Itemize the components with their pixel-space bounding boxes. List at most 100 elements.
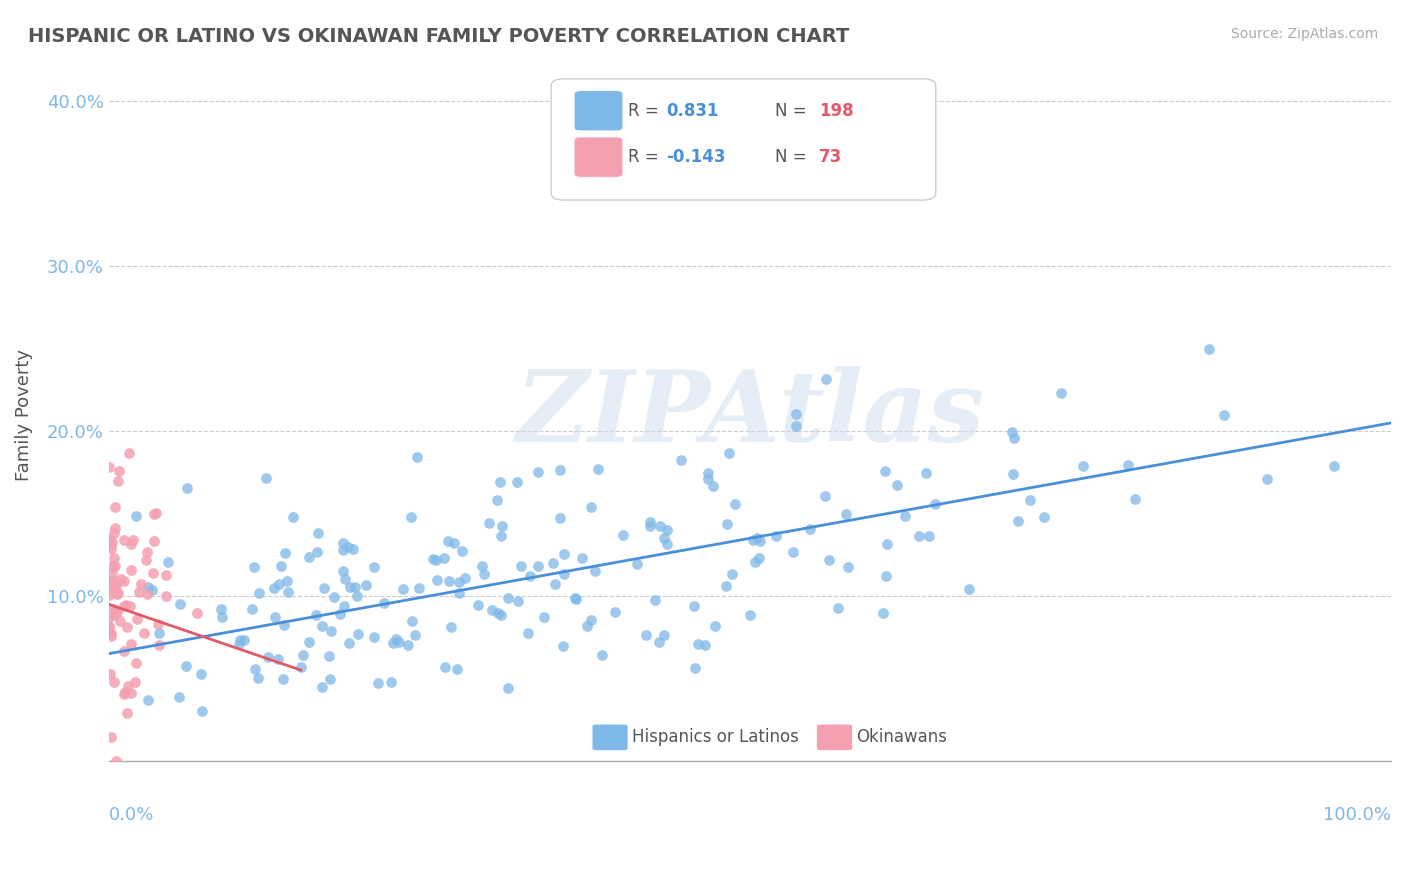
Point xyxy=(186,606,208,620)
Text: 73: 73 xyxy=(820,148,842,166)
Point xyxy=(724,497,747,511)
Point xyxy=(957,582,980,596)
Point xyxy=(342,542,364,557)
Point xyxy=(347,627,370,641)
Point xyxy=(907,528,929,542)
Point xyxy=(98,610,121,624)
Point xyxy=(489,529,512,543)
Text: N =: N = xyxy=(776,148,813,166)
Point xyxy=(107,586,129,600)
Point xyxy=(112,599,135,613)
Point xyxy=(433,551,456,566)
Point xyxy=(506,475,529,490)
Point xyxy=(124,675,146,690)
Point xyxy=(107,475,129,489)
Point xyxy=(914,466,936,480)
Point xyxy=(142,566,165,581)
Point xyxy=(548,511,571,525)
Point xyxy=(337,540,360,554)
Point xyxy=(367,676,389,690)
Point xyxy=(118,599,141,614)
Point xyxy=(101,534,124,549)
Point xyxy=(104,500,127,515)
Point xyxy=(148,625,170,640)
Point xyxy=(305,607,328,622)
Point xyxy=(486,492,509,507)
Point xyxy=(307,525,329,540)
Point xyxy=(392,582,415,596)
Point xyxy=(273,546,295,560)
Point xyxy=(406,450,429,464)
Point xyxy=(636,628,658,642)
Point xyxy=(648,635,671,649)
Point xyxy=(827,601,849,615)
Point xyxy=(564,591,586,605)
Point xyxy=(112,643,135,657)
Point xyxy=(527,465,550,479)
Point xyxy=(290,660,312,674)
Point xyxy=(242,559,264,574)
Point xyxy=(835,508,858,522)
Point xyxy=(191,704,214,718)
Point xyxy=(1050,386,1073,401)
Point xyxy=(298,549,321,564)
Point xyxy=(450,543,472,558)
Point xyxy=(745,531,768,545)
Point xyxy=(125,657,148,671)
Point xyxy=(785,419,807,434)
Text: HISPANIC OR LATINO VS OKINAWAN FAMILY POVERTY CORRELATION CHART: HISPANIC OR LATINO VS OKINAWAN FAMILY PO… xyxy=(28,27,849,45)
Point xyxy=(579,613,602,627)
Point xyxy=(243,662,266,676)
Point xyxy=(548,463,571,477)
Point xyxy=(332,536,354,550)
Point xyxy=(467,598,489,612)
Point xyxy=(98,574,121,588)
Point xyxy=(440,620,463,634)
Point xyxy=(120,686,142,700)
Text: ZIPAtlas: ZIPAtlas xyxy=(516,367,984,463)
Point xyxy=(533,610,555,624)
Point xyxy=(876,537,898,551)
Point xyxy=(104,559,127,574)
Point xyxy=(1123,491,1146,506)
Point xyxy=(396,638,419,652)
Point xyxy=(114,685,136,699)
Point xyxy=(190,666,212,681)
Point xyxy=(333,572,356,586)
Point xyxy=(318,648,340,663)
Point xyxy=(1198,342,1220,356)
Point xyxy=(401,510,423,524)
Point xyxy=(136,580,159,594)
Point xyxy=(98,582,121,596)
Point xyxy=(612,527,634,541)
Point xyxy=(1071,458,1094,473)
Point xyxy=(155,589,177,603)
Point xyxy=(740,608,762,623)
Point xyxy=(640,515,662,529)
Point xyxy=(1018,493,1040,508)
Point xyxy=(744,555,766,569)
Point xyxy=(332,543,354,558)
Point xyxy=(837,559,859,574)
Point xyxy=(103,579,125,593)
Point xyxy=(439,574,461,588)
Text: Okinawans: Okinawans xyxy=(856,728,948,747)
Text: Source: ZipAtlas.com: Source: ZipAtlas.com xyxy=(1230,27,1378,41)
Point xyxy=(267,651,290,665)
Point xyxy=(135,552,157,566)
Text: -0.143: -0.143 xyxy=(666,148,725,166)
Point xyxy=(682,599,704,613)
Point xyxy=(472,566,495,581)
Point xyxy=(491,519,513,533)
Point xyxy=(240,601,263,615)
Point xyxy=(276,574,298,588)
Point xyxy=(107,587,129,601)
Point xyxy=(271,672,294,686)
Text: R =: R = xyxy=(628,148,664,166)
Point xyxy=(232,633,254,648)
Point xyxy=(108,614,131,628)
Point xyxy=(381,636,404,650)
Point xyxy=(489,607,512,622)
Point xyxy=(122,533,145,547)
Point xyxy=(100,626,122,640)
